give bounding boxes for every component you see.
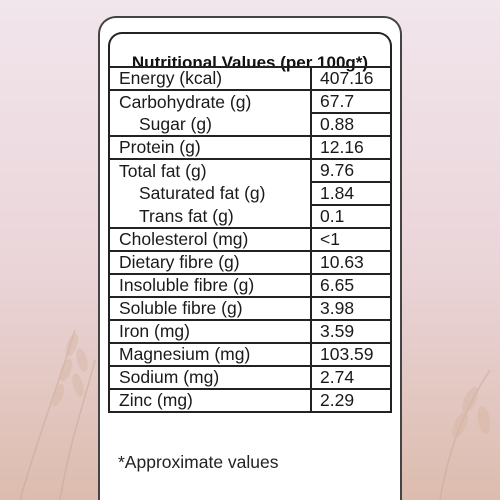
nutrient-value: 10.63	[310, 250, 392, 275]
nutrient-value: 0.1	[310, 204, 392, 229]
nutrient-name: Iron (mg)	[108, 319, 312, 344]
nutrient-value: 12.16	[310, 135, 392, 160]
table-row: Carbohydrate (g) 67.7	[108, 89, 392, 114]
nutrient-value: 407.16	[310, 66, 392, 91]
nutrient-name: Insoluble fibre (g)	[108, 273, 312, 298]
nutrient-name: Energy (kcal)	[108, 66, 312, 91]
table-row: Cholesterol (mg) <1	[108, 227, 392, 252]
table-row: Insoluble fibre (g) 6.65	[108, 273, 392, 298]
nutrient-name: Trans fat (g)	[139, 205, 234, 226]
nutrient-name: Total fat (g)	[108, 158, 312, 182]
nutrient-name: Dietary fibre (g)	[108, 250, 312, 275]
footnote: *Approximate values	[118, 452, 279, 472]
table-row: Dietary fibre (g) 10.63	[108, 250, 392, 275]
nutrient-value: 0.88	[310, 112, 392, 137]
nutrient-value: 3.59	[310, 319, 392, 344]
nutrient-name: Sugar (g)	[139, 113, 212, 134]
table-row: Magnesium (mg) 103.59	[108, 342, 392, 367]
table-row: Sugar (g) 0.88	[108, 112, 392, 137]
table-row: Saturated fat (g) 1.84	[108, 181, 392, 206]
table-row: Zinc (mg) 2.29	[108, 388, 392, 413]
nutrient-value: 2.29	[310, 388, 392, 413]
table-row: Sodium (mg) 2.74	[108, 365, 392, 390]
nutrient-name: Magnesium (mg)	[108, 342, 312, 367]
nutrition-label-card: Nutritional Values (per 100g*) Energy (k…	[98, 16, 402, 500]
nutrient-value: 3.98	[310, 296, 392, 321]
nutrient-value: 1.84	[310, 181, 392, 206]
table-row: Protein (g) 12.16	[108, 135, 392, 160]
nutrient-name: Sodium (mg)	[108, 365, 312, 390]
nutrient-value: 103.59	[310, 342, 392, 367]
table-row: Total fat (g) 9.76	[108, 158, 392, 183]
nutrient-name: Carbohydrate (g)	[108, 89, 312, 113]
table-row: Trans fat (g) 0.1	[108, 204, 392, 229]
nutrient-name: Soluble fibre (g)	[108, 296, 312, 321]
nutrient-value: <1	[310, 227, 392, 252]
nutrition-table: Energy (kcal) 407.16 Carbohydrate (g) 67…	[108, 66, 392, 413]
nutrient-value: 9.76	[310, 158, 392, 183]
table-row: Soluble fibre (g) 3.98	[108, 296, 392, 321]
nutrient-value: 2.74	[310, 365, 392, 390]
nutrient-name: Cholesterol (mg)	[108, 227, 312, 252]
nutrient-name: Saturated fat (g)	[139, 183, 266, 203]
nutrient-name: Protein (g)	[108, 135, 312, 160]
nutrient-name: Zinc (mg)	[108, 388, 312, 413]
table-row: Iron (mg) 3.59	[108, 319, 392, 344]
table-row: Energy (kcal) 407.16	[108, 66, 392, 91]
nutrient-value: 67.7	[310, 89, 392, 114]
nutrient-value: 6.65	[310, 273, 392, 298]
